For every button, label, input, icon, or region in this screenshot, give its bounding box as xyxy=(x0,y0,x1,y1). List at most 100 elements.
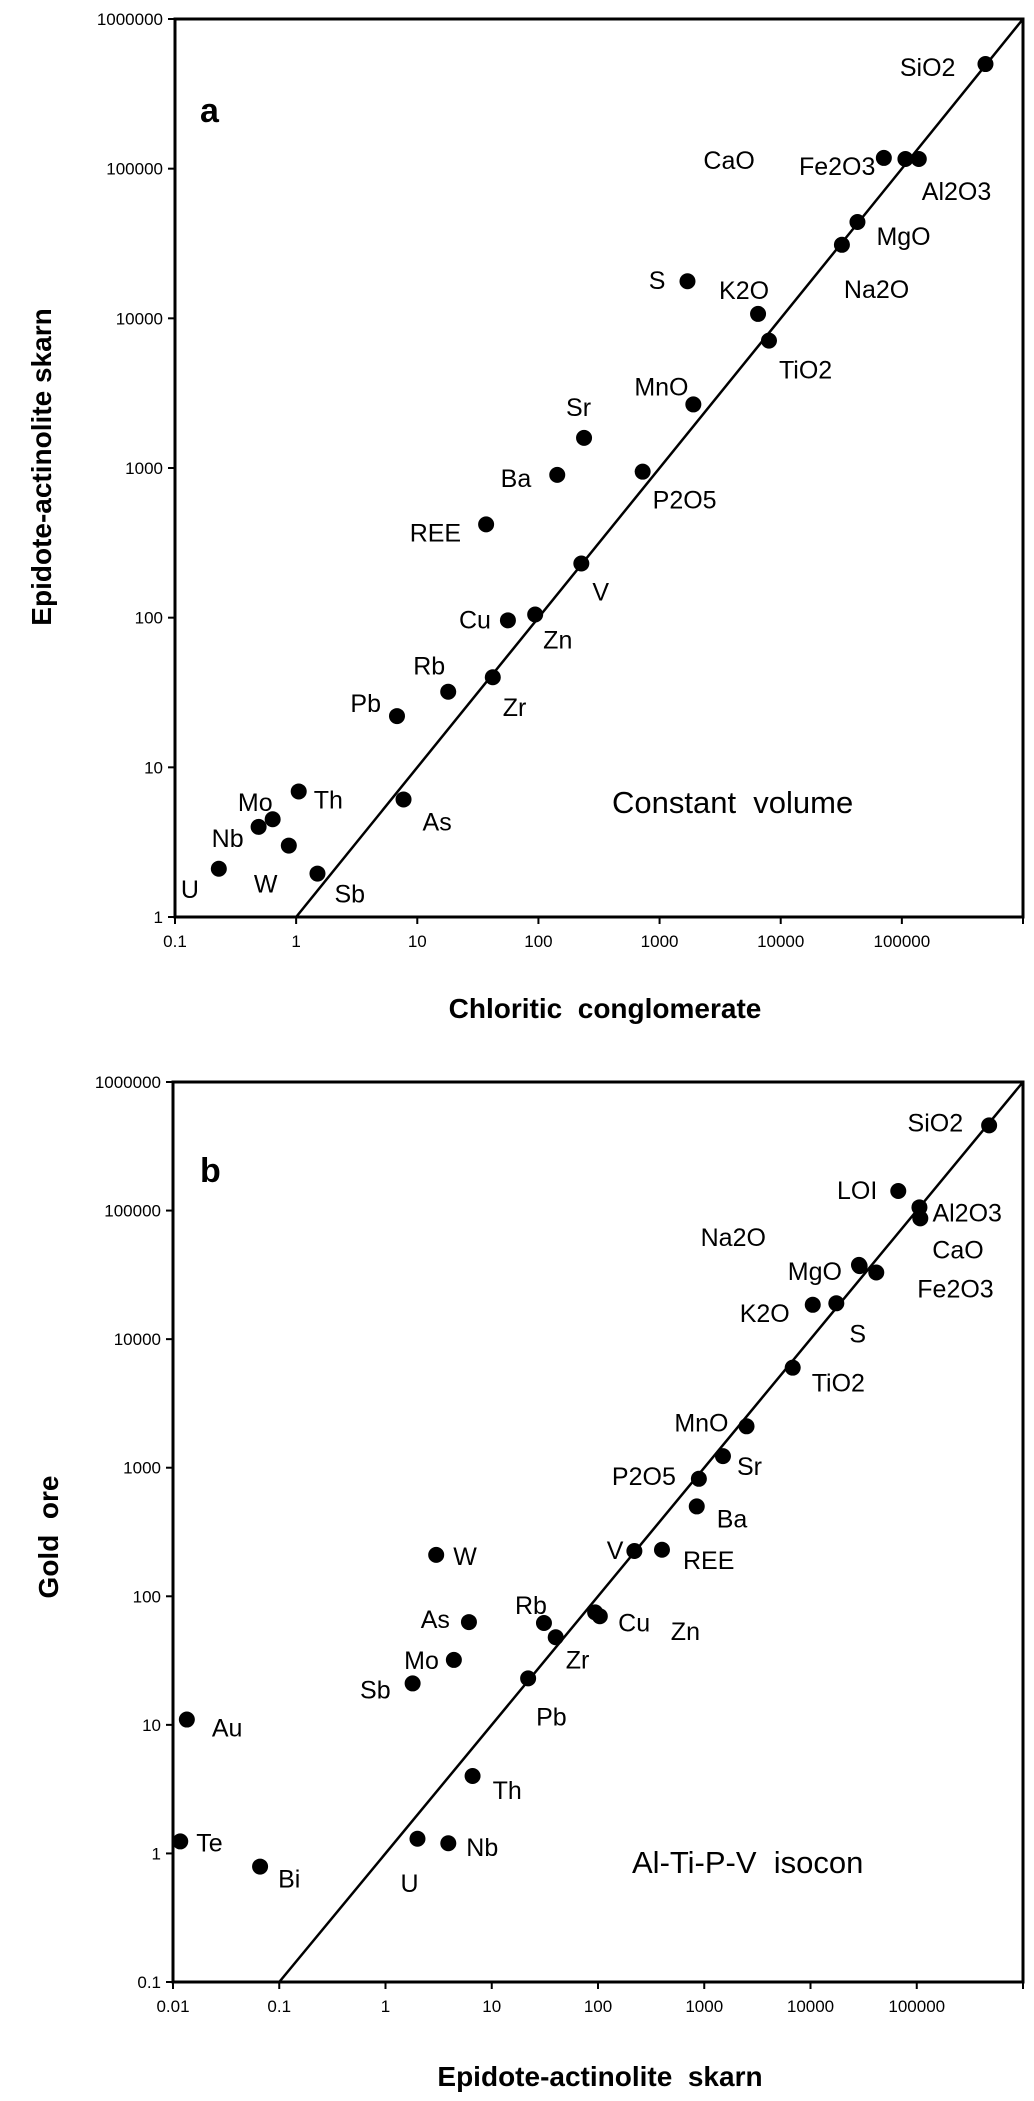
point-label-MgO: MgO xyxy=(876,223,930,251)
point-label-Sb: Sb xyxy=(334,881,365,909)
y-tick-label: 10000 xyxy=(114,1330,161,1349)
x-tick-label: 0.1 xyxy=(163,932,187,951)
point-label-S: S xyxy=(649,267,666,295)
point-label-K2O: K2O xyxy=(740,1300,790,1328)
y-tick-label: 100 xyxy=(133,1587,161,1606)
data-point-Ba xyxy=(549,466,566,483)
point-label-Pb: Pb xyxy=(536,1703,567,1731)
data-point-Zn xyxy=(527,606,544,623)
plot-frame xyxy=(171,1080,1025,1984)
y-tick-label: 0.1 xyxy=(137,1973,161,1992)
point-label-Na2O: Na2O xyxy=(844,276,909,304)
panel-b-annotation: Al-Ti-P-V isocon xyxy=(632,1845,863,1880)
data-point-Sr xyxy=(714,1448,731,1465)
point-label-Rb: Rb xyxy=(413,653,445,681)
x-tick-label: 100 xyxy=(584,1997,612,2016)
data-point-As xyxy=(460,1614,477,1631)
data-point-Pb xyxy=(388,708,405,725)
y-tick-label: 1000 xyxy=(123,1459,161,1478)
point-label-Au: Au xyxy=(212,1715,243,1743)
x-tick-label: 10 xyxy=(482,1997,501,2016)
x-tick-label: 1 xyxy=(381,1997,390,2016)
panel-a-y-axis-title: Epidote-actinolite skarn xyxy=(26,308,57,625)
point-label-W: W xyxy=(254,871,278,899)
point-label-Fe2O3: Fe2O3 xyxy=(917,1275,993,1303)
point-label-Sr: Sr xyxy=(737,1453,762,1481)
panel-a-annotation: Constant volume xyxy=(612,785,853,820)
x-tick-label: 100000 xyxy=(888,1997,945,2016)
data-point-V xyxy=(626,1543,643,1560)
point-label-U: U xyxy=(400,1870,418,1898)
data-point-Mo xyxy=(445,1651,462,1668)
point-label-Pb: Pb xyxy=(350,690,381,718)
point-label-MgO: MgO xyxy=(788,1258,842,1286)
data-point-S xyxy=(828,1295,845,1312)
data-point-Nb xyxy=(440,1835,457,1852)
data-point-MgO xyxy=(850,1256,867,1273)
data-point-SiO2 xyxy=(977,56,994,73)
point-label-Th: Th xyxy=(493,1777,522,1805)
point-label-As: As xyxy=(421,1606,450,1634)
y-tick-label: 10 xyxy=(142,1716,161,1735)
point-label-Ba: Ba xyxy=(717,1505,748,1533)
point-label-Al2O3: Al2O3 xyxy=(932,1199,1001,1227)
y-tick-label: 1 xyxy=(154,908,163,927)
data-point-Th xyxy=(464,1768,481,1785)
plot-frame xyxy=(173,17,1025,919)
isocon-line xyxy=(278,1081,1024,1983)
data-point-REE xyxy=(478,516,495,533)
point-label-Nb: Nb xyxy=(212,825,244,853)
y-tick-label: 1000 xyxy=(125,459,163,478)
data-point-Sb xyxy=(309,865,326,882)
data-point-P2O5 xyxy=(690,1470,707,1487)
data-point-Zn xyxy=(591,1608,608,1625)
x-tick-label: 100000 xyxy=(873,932,930,951)
point-label-CaO: CaO xyxy=(703,147,754,175)
y-tick-label: 1000000 xyxy=(97,10,163,29)
data-point-Th xyxy=(290,783,307,800)
panel-a-letter: a xyxy=(200,92,220,130)
point-label-Zr: Zr xyxy=(566,1646,590,1674)
point-label-Zn: Zn xyxy=(543,626,572,654)
data-point-Ba xyxy=(688,1498,705,1515)
point-label-U: U xyxy=(181,876,199,904)
point-label-W: W xyxy=(453,1543,477,1571)
point-label-TiO2: TiO2 xyxy=(779,357,832,385)
point-label-SiO2: SiO2 xyxy=(908,1109,964,1137)
point-label-TiO2: TiO2 xyxy=(812,1370,865,1398)
data-point-LOI xyxy=(890,1182,907,1199)
point-label-Sr: Sr xyxy=(566,394,591,422)
point-label-MnO: MnO xyxy=(674,1409,728,1437)
data-point-Fe2O3 xyxy=(868,1264,885,1281)
point-label-Nb: Nb xyxy=(466,1834,498,1862)
y-tick-label: 10 xyxy=(144,758,163,777)
point-label-CaO: CaO xyxy=(932,1236,983,1264)
point-label-P2O5: P2O5 xyxy=(653,487,717,515)
x-tick-label: 0.01 xyxy=(156,1997,189,2016)
point-label-Te: Te xyxy=(196,1829,222,1857)
data-point-Cu xyxy=(499,612,516,629)
data-point-Sb xyxy=(404,1675,421,1692)
point-label-Al2O3: Al2O3 xyxy=(922,178,991,206)
data-point-TiO2 xyxy=(760,332,777,349)
data-point-Sr xyxy=(576,429,593,446)
x-tick-label: 10000 xyxy=(787,1997,834,2016)
x-tick-label: 0.1 xyxy=(267,1997,291,2016)
panel-b: b Al-Ti-P-V isocon Epidote-actinolite sk… xyxy=(33,1073,1025,2092)
point-label-LOI: LOI xyxy=(837,1177,877,1205)
point-label-Ba: Ba xyxy=(501,465,532,493)
data-point-Nb xyxy=(250,818,267,835)
data-point-V xyxy=(573,555,590,572)
data-point-CaO xyxy=(912,1210,929,1227)
point-label-REE: REE xyxy=(683,1547,734,1575)
panel-b-y-axis-title: Gold ore xyxy=(33,1476,64,1599)
point-label-Rb: Rb xyxy=(515,1592,547,1620)
y-tick-label: 1000000 xyxy=(95,1073,161,1092)
data-point-TiO2 xyxy=(784,1359,801,1376)
data-point-Te xyxy=(172,1833,189,1850)
data-point-Al2O3 xyxy=(910,151,927,168)
data-point-Zr xyxy=(484,669,501,686)
data-point-K2O xyxy=(804,1296,821,1313)
point-label-V: V xyxy=(592,579,609,607)
point-label-Zn: Zn xyxy=(671,1618,700,1646)
